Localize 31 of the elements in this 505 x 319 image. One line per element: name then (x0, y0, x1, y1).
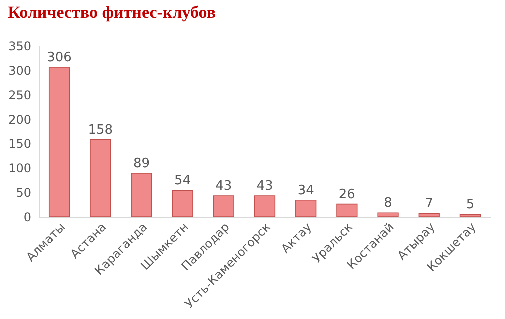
y-tick-label: 200 (8, 112, 32, 127)
chart-title: Количество фитнес-клубов (8, 3, 216, 22)
bar (378, 212, 399, 218)
data-label: 8 (384, 196, 392, 212)
y-tick-label: 0 (24, 210, 32, 224)
bar (336, 204, 358, 218)
data-label: 43 (216, 178, 232, 194)
bar (460, 214, 482, 218)
data-label: 158 (88, 122, 114, 138)
bar (131, 173, 152, 218)
y-tick-label: 50 (16, 186, 32, 200)
bar (254, 196, 276, 218)
y-tick-label: 100 (8, 162, 32, 176)
y-tick-label: 150 (8, 137, 32, 152)
bar (172, 190, 194, 218)
bar (213, 196, 234, 218)
data-label: 89 (133, 156, 150, 172)
bar (48, 67, 70, 218)
data-label: 7 (425, 196, 434, 212)
y-tick-label: 350 (8, 40, 32, 54)
y-tick-label: 250 (8, 88, 32, 102)
bar (90, 139, 112, 218)
bar (296, 200, 317, 218)
data-label: 5 (466, 198, 475, 213)
data-label: 43 (256, 178, 274, 194)
data-label: 26 (338, 187, 356, 202)
data-label: 306 (47, 50, 72, 66)
data-label: 34 (298, 183, 314, 198)
y-tick-label: 300 (8, 64, 32, 78)
data-label: 54 (174, 174, 192, 189)
bar (418, 213, 440, 218)
